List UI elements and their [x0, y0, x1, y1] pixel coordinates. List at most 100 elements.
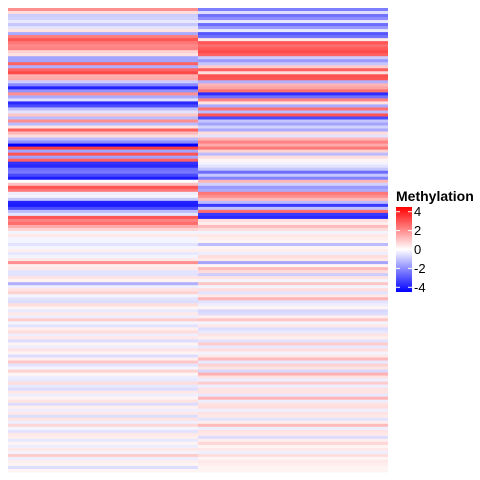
- heatmap-cell: [198, 116, 388, 120]
- heatmap-cell: [198, 372, 388, 376]
- heatmap-cell: [8, 116, 198, 120]
- heatmap-cell: [198, 137, 388, 141]
- heatmap-cell: [8, 252, 198, 256]
- heatmap-cell: [8, 243, 198, 247]
- heatmap-cell: [198, 312, 388, 316]
- heatmap-cell: [198, 267, 388, 271]
- heatmap-cell: [198, 86, 388, 90]
- heatmap-cell: [198, 131, 388, 135]
- heatmap-cell: [8, 104, 198, 108]
- heatmap-cell: [8, 321, 198, 325]
- heatmap-cell: [198, 270, 388, 274]
- heatmap-cell: [198, 321, 388, 325]
- heatmap-cell: [198, 23, 388, 27]
- heatmap-cell: [198, 104, 388, 108]
- heatmap-cell: [198, 468, 388, 473]
- heatmap-cell: [198, 152, 388, 157]
- heatmap-cell: [198, 179, 388, 184]
- heatmap-cell: [198, 176, 388, 181]
- heatmap-cell: [198, 62, 388, 66]
- heatmap-cell: [198, 107, 388, 111]
- heatmap-cell: [198, 233, 388, 238]
- heatmap-cell: [8, 77, 198, 81]
- heatmap-cell: [198, 360, 388, 364]
- heatmap-cell: [8, 432, 198, 437]
- heatmap-cell: [198, 47, 388, 51]
- heatmap-cell: [198, 89, 388, 93]
- heatmap-cell: [198, 194, 388, 199]
- heatmap-cell: [8, 92, 198, 96]
- heatmap-cell: [198, 119, 388, 123]
- heatmap-cell: [8, 264, 198, 268]
- heatmap-cell: [8, 203, 198, 208]
- heatmap-cell: [8, 173, 198, 178]
- heatmap-cell: [8, 273, 198, 277]
- heatmap-cell: [198, 182, 388, 187]
- heatmap-cell: [198, 11, 388, 15]
- heatmap-cell: [198, 29, 388, 33]
- heatmap-cell: [198, 357, 388, 361]
- heatmap-cell: [8, 339, 198, 343]
- heatmap-cell: [198, 122, 388, 126]
- heatmap-cell: [198, 206, 388, 211]
- heatmap-cell: [8, 441, 198, 446]
- heatmap-cell: [8, 390, 198, 395]
- heatmap-cell: [198, 348, 388, 352]
- heatmap-cell: [8, 330, 198, 334]
- heatmap-cell: [8, 38, 198, 42]
- heatmap-cell: [8, 438, 198, 443]
- heatmap-cell: [198, 65, 388, 69]
- heatmap-cell: [198, 390, 388, 395]
- heatmap-cell: [8, 405, 198, 410]
- heatmap-cell: [198, 224, 388, 229]
- heatmap-cell: [8, 53, 198, 57]
- heatmap-cell: [8, 236, 198, 241]
- heatmap-cell: [8, 35, 198, 39]
- heatmap-cell: [8, 152, 198, 157]
- heatmap-cell: [8, 447, 198, 452]
- heatmap-cell: [198, 375, 388, 379]
- heatmap-cell: [198, 83, 388, 87]
- heatmap-cell: [8, 83, 198, 87]
- heatmap-cell: [8, 224, 198, 229]
- heatmap-cell: [8, 414, 198, 419]
- heatmap-cell: [8, 276, 198, 280]
- heatmap-cell: [8, 74, 198, 78]
- heatmap-cell: [198, 32, 388, 36]
- heatmap-cell: [8, 315, 198, 319]
- heatmap-cell: [198, 221, 388, 226]
- heatmap-cell: [198, 426, 388, 431]
- heatmap-cell: [198, 8, 388, 12]
- heatmap-cell: [198, 170, 388, 175]
- heatmap-cells: [8, 8, 388, 473]
- heatmap-cell: [198, 71, 388, 75]
- heatmap-cell: [198, 288, 388, 292]
- heatmap-cell: [8, 258, 198, 262]
- heatmap-cell: [8, 342, 198, 346]
- heatmap-cell: [198, 14, 388, 18]
- heatmap-cell: [8, 32, 198, 36]
- legend-tick-label: 0: [414, 242, 421, 257]
- heatmap-cell: [198, 17, 388, 21]
- heatmap-cell: [8, 164, 198, 169]
- heatmap-cell: [8, 372, 198, 376]
- legend-tick-label: -4: [414, 280, 426, 295]
- heatmap-cell: [8, 435, 198, 440]
- heatmap-cell: [8, 288, 198, 292]
- heatmap-cell: [198, 315, 388, 319]
- heatmap-cell: [198, 342, 388, 346]
- heatmap-cell: [8, 122, 198, 126]
- heatmap-cell: [8, 47, 198, 51]
- heatmap-cell: [198, 20, 388, 24]
- heatmap-cell: [8, 98, 198, 102]
- heatmap-cell: [198, 414, 388, 419]
- heatmap-cell: [198, 417, 388, 422]
- heatmap-cell: [198, 98, 388, 102]
- heatmap-cell: [8, 357, 198, 361]
- heatmap-cell: [198, 230, 388, 235]
- heatmap-cell: [198, 294, 388, 298]
- heatmap-cell: [8, 182, 198, 187]
- heatmap-cell: [198, 393, 388, 398]
- heatmap-cell: [8, 324, 198, 328]
- heatmap-cell: [198, 158, 388, 163]
